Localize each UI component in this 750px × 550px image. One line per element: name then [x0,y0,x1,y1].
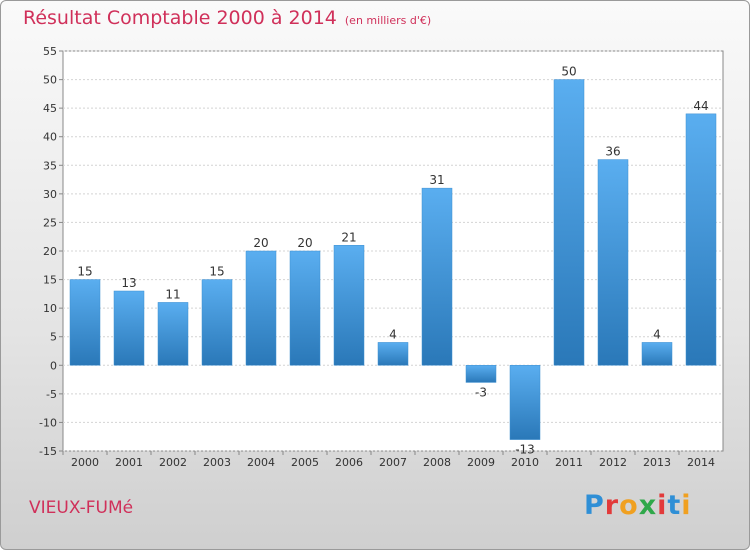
chart-title: Résultat Comptable 2000 à 2014 (en millie… [23,7,431,29]
x-tick-label: 2005 [291,456,319,469]
data-label-2002: 11 [165,287,180,301]
y-tick-label: 25 [43,216,57,229]
bar-2009 [465,365,497,383]
logo-letter: r [604,490,620,521]
y-tick-label: 15 [43,274,57,287]
y-tick-label: 10 [43,302,57,315]
bar-2000 [69,279,101,366]
logo-letter: P [584,490,605,521]
y-tick-label: 20 [43,245,57,258]
x-tick-label: 2010 [511,456,539,469]
data-label-2007: 4 [389,327,397,341]
logo-letter: i [657,490,668,521]
y-tick-label: 50 [43,74,57,87]
chart-title-text: Résultat Comptable 2000 à 2014 [23,7,337,29]
data-label-2006: 21 [341,230,356,244]
data-label-2003: 15 [209,265,224,279]
data-label-2004: 20 [253,236,268,250]
x-tick-label: 2009 [467,456,495,469]
bar-2003 [201,279,233,366]
logo-letter: o [619,490,639,521]
y-tick-label: -10 [39,416,57,429]
data-label-2000: 15 [77,265,92,279]
x-tick-label: 2013 [643,456,671,469]
data-label-2010: -13 [515,443,535,457]
y-tick-label: 5 [50,331,57,344]
data-label-2008: 31 [429,173,444,187]
logo-letter: t [667,490,682,521]
y-tick-label: 55 [43,45,57,58]
bar-2008 [421,187,453,366]
bar-2001 [113,290,145,366]
x-tick-label: 2004 [247,456,275,469]
x-tick-label: 2002 [159,456,187,469]
bar-2005 [289,250,321,366]
proxiti-logo: Proxiti [584,490,692,521]
y-tick-label: -15 [39,445,57,458]
data-label-2009: -3 [475,385,487,399]
y-tick-label: 35 [43,159,57,172]
chart-subtitle: (en milliers d'€) [344,14,432,27]
bar-2007 [377,342,409,366]
commune-name: VIEUX-FUMé [29,498,134,518]
x-tick-label: 2000 [71,456,99,469]
y-tick-label: 30 [43,188,57,201]
x-tick-label: 2003 [203,456,231,469]
data-label-2005: 20 [297,236,312,250]
bar-2014 [685,113,717,366]
data-label-2001: 13 [121,276,136,290]
x-tick-label: 2008 [423,456,451,469]
y-tick-label: 45 [43,102,57,115]
y-tick-label: -5 [46,388,57,401]
bar-2006 [333,245,365,366]
data-label-2012: 36 [605,145,620,159]
x-tick-label: 2001 [115,456,143,469]
data-label-2011: 50 [561,65,576,79]
x-tick-label: 2012 [599,456,627,469]
bar-2004 [245,250,277,366]
bar-2011 [553,79,585,366]
logo-letter: i [681,490,692,521]
y-tick-label: 0 [50,359,57,372]
logo-letter: x [638,490,658,521]
data-label-2014: 44 [693,99,708,113]
bar-2010 [509,365,541,440]
bar-2012 [597,159,629,366]
x-tick-label: 2006 [335,456,363,469]
data-label-2013: 4 [653,327,661,341]
x-tick-label: 2014 [687,456,715,469]
x-tick-label: 2011 [555,456,583,469]
bar-2013 [641,342,673,366]
y-tick-label: 40 [43,131,57,144]
x-tick-label: 2007 [379,456,407,469]
bar-2002 [157,302,189,366]
